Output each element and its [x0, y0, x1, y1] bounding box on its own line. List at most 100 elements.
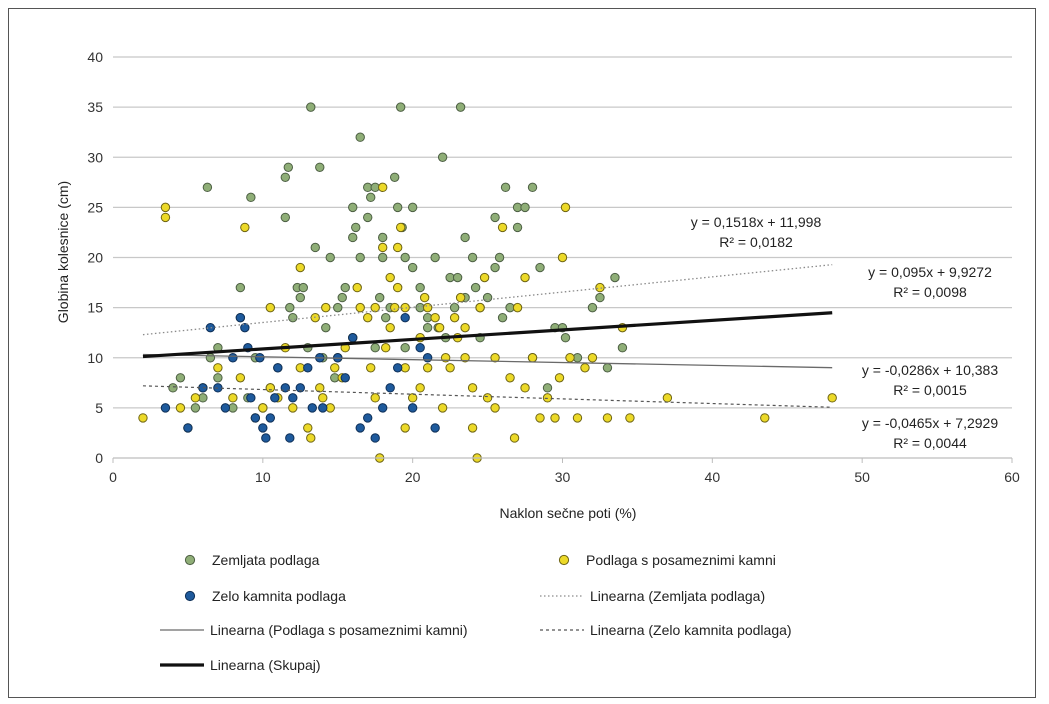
data-point — [348, 333, 358, 343]
data-point — [490, 262, 500, 273]
data-point — [375, 292, 385, 303]
data-point — [392, 202, 403, 213]
data-point — [482, 292, 493, 303]
data-point — [378, 403, 388, 413]
data-point — [422, 322, 433, 333]
data-point — [315, 383, 325, 393]
data-point — [295, 262, 305, 273]
data-point — [283, 162, 294, 172]
legend-label: Linearna (Skupaj) — [210, 657, 321, 673]
data-point — [380, 343, 391, 353]
data-point — [285, 433, 295, 443]
legend-marker — [184, 554, 196, 566]
data-point — [235, 312, 246, 323]
axes: 0 5 10 15 20 25 30 35 40 0 10 20 30 40 50 60 — [87, 49, 1020, 485]
data-point — [298, 282, 308, 293]
data-point — [366, 192, 376, 203]
data-point — [330, 363, 340, 373]
data-point — [479, 272, 490, 283]
data-point — [370, 433, 380, 443]
data-point — [400, 312, 410, 323]
x-tick-label: 20 — [405, 469, 421, 485]
data-point — [490, 403, 500, 413]
data-point — [625, 413, 635, 423]
data-point — [415, 282, 425, 293]
data-point — [190, 393, 201, 403]
x-tick-label: 40 — [705, 469, 721, 485]
trendline-zelo-kamnita — [142, 385, 833, 408]
data-point — [602, 413, 613, 423]
data-point — [482, 393, 493, 403]
data-point — [554, 373, 565, 383]
data-point — [175, 403, 186, 413]
data-point — [378, 182, 388, 193]
data-point — [306, 433, 316, 443]
data-point — [415, 343, 425, 353]
data-point — [366, 363, 376, 373]
data-point — [400, 423, 410, 433]
trend-r-squared: R² = 0,0098 — [893, 284, 967, 300]
data-point — [395, 102, 406, 112]
data-point — [307, 403, 317, 413]
data-point — [389, 302, 400, 313]
data-point — [595, 282, 605, 293]
data-point — [520, 272, 530, 283]
data-point — [168, 383, 178, 393]
data-point — [415, 383, 425, 393]
data-point — [205, 353, 216, 363]
data-point — [265, 413, 276, 423]
y-tick-label: 15 — [87, 300, 103, 316]
data-point — [512, 222, 523, 233]
data-point — [617, 343, 628, 353]
data-point — [255, 353, 265, 363]
data-point — [445, 363, 455, 373]
data-point — [550, 413, 560, 423]
data-point — [352, 282, 362, 293]
data-point — [310, 242, 320, 253]
trend-equation: y = 0,1518x + 11,998 — [691, 214, 822, 230]
data-point — [363, 413, 373, 423]
x-axis-title: Naklon sečne poti (%) — [500, 505, 637, 521]
data-point — [355, 423, 365, 433]
data-point — [497, 222, 508, 233]
data-point — [265, 302, 276, 313]
data-point — [240, 322, 250, 333]
data-point — [587, 353, 598, 363]
data-point — [340, 373, 350, 383]
data-point — [333, 302, 343, 313]
legend-label: Zemljata podlaga — [212, 552, 320, 568]
data-point — [205, 322, 216, 333]
data-point — [422, 363, 433, 373]
data-point — [363, 212, 373, 223]
data-point — [378, 232, 388, 243]
trend-equations: y = 0,1518x + 11,998 R² = 0,0182 y = -0,02… — [691, 214, 999, 451]
data-point — [827, 393, 837, 403]
data-point — [572, 413, 583, 423]
data-point — [460, 353, 470, 363]
data-point — [385, 272, 395, 283]
trend-r-squared: R² = 0,0015 — [893, 382, 967, 398]
data-point — [288, 312, 298, 323]
data-point — [175, 373, 186, 383]
data-point — [407, 202, 418, 213]
data-point — [160, 202, 171, 213]
data-point — [363, 312, 373, 323]
data-point — [580, 363, 590, 373]
data-point — [437, 403, 448, 413]
data-point — [315, 162, 325, 172]
trend-r-squared: R² = 0,0044 — [893, 435, 967, 451]
data-point — [560, 333, 571, 343]
data-point — [213, 363, 223, 373]
data-point — [467, 383, 478, 393]
data-point — [295, 383, 305, 393]
data-point — [595, 292, 605, 303]
data-point — [392, 242, 403, 253]
data-point — [392, 282, 403, 293]
data-point — [378, 242, 388, 253]
legend-label: Linearna (Zemljata podlaga) — [590, 588, 765, 604]
data-point — [449, 312, 460, 323]
data-point — [407, 393, 418, 403]
data-point — [285, 302, 295, 313]
data-point — [190, 403, 201, 413]
data-point — [430, 312, 440, 323]
